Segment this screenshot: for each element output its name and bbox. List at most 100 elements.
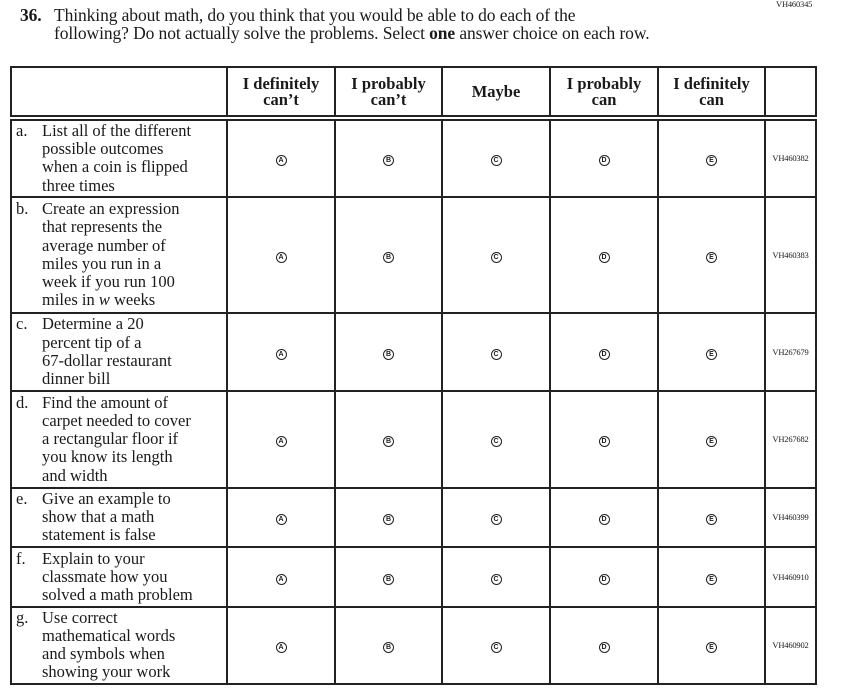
answer-bubble-c[interactable]: C [490,348,502,360]
table-row: a. List all of the different possible outc… [10,117,817,198]
item-code: VH460382 [764,117,817,198]
table-row: d. Find the amount of carpet needed to cov… [10,389,817,489]
answer-bubble-b[interactable]: B [383,573,394,585]
answer-bubble-a[interactable]: A [275,642,287,654]
table-row: b. Create an expression that represents th… [10,195,817,314]
option-cell: D [549,311,659,392]
option-cell: B [334,117,443,198]
row-text-line: List all of the different [42,121,192,140]
option-cell: D [549,545,659,608]
answer-bubble-d[interactable]: D [598,251,610,263]
column-header-line2: can [591,89,617,109]
answer-bubble-c[interactable]: C [490,573,502,585]
column-header-line1: I definitely [673,73,750,93]
answer-bubble-a[interactable]: A [275,155,287,167]
row-description: c. Determine a 20 percent tip of a 67-dolla… [10,311,228,392]
answer-bubble-b[interactable]: B [383,436,394,448]
option-cell: A [226,486,336,548]
item-code: VH460383 [764,195,817,314]
row-text-line: miles you run in a [42,253,162,273]
column-header: I definitely can’t [226,66,336,121]
answer-bubble-e[interactable]: E [706,436,717,448]
answer-bubble-c[interactable]: C [490,642,502,654]
answer-bubble-b[interactable]: B [383,155,394,167]
option-cell: E [657,195,766,314]
row-label: b. [16,199,29,219]
row-text-line: and width [42,465,108,485]
row-description: e. Give an example to show that a math stat… [10,486,228,548]
answer-bubble-c[interactable]: C [490,155,502,167]
option-cell: A [226,605,336,685]
item-code: VH267682 [764,389,817,489]
row-text-line: and symbols when [42,644,165,664]
option-cell: C [441,605,551,685]
option-cell: A [226,545,336,608]
column-header: I definitely can [657,66,766,121]
answer-bubble-e[interactable]: E [706,251,717,263]
row-text-line: statement is false [42,525,156,545]
row-text-line: classmate how you [42,566,168,586]
row-text-line: mathematical words [42,626,176,646]
answer-bubble-b[interactable]: B [383,251,394,263]
row-description: f. Explain to your classmate how you solved… [10,545,228,608]
answer-bubble-d[interactable]: D [598,642,610,654]
item-code: VH460910 [764,545,817,608]
question-line-2: following? Do not actually solve the pro… [54,23,430,43]
column-header: I probably can’t [334,66,443,121]
answer-bubble-d[interactable]: D [598,436,610,448]
answer-bubble-d[interactable]: D [598,514,610,526]
answer-bubble-e[interactable]: E [706,642,717,654]
row-text-line: a rectangular floor if [42,429,179,449]
row-label: c. [16,314,28,334]
answer-bubble-e[interactable]: E [706,348,717,360]
row-text-line: you know its length [42,447,173,467]
option-cell: B [334,195,443,314]
option-cell: C [441,389,551,489]
item-code: VH267679 [764,311,817,392]
row-description: a. List all of the different possible outc… [10,117,228,198]
answer-bubble-c[interactable]: C [490,436,502,448]
row-text-line: show that a math [42,507,155,527]
answer-bubble-b[interactable]: B [383,642,394,654]
row-text-line: average number of [42,235,166,255]
header-code-blank [764,66,817,121]
answer-bubble-a[interactable]: A [275,251,287,263]
answer-bubble-d[interactable]: D [598,155,610,167]
answer-bubble-b[interactable]: B [383,348,394,360]
answer-bubble-c[interactable]: C [490,514,502,526]
question-line-1: Thinking about math, do you think that y… [54,5,576,25]
option-cell: B [334,311,443,392]
item-code: VH460399 [764,486,817,548]
row-description: d. Find the amount of carpet needed to cov… [10,389,228,489]
question-number: 36. [20,5,42,25]
row-text: miles in [42,290,99,310]
column-header-line1: I probably [351,73,426,93]
answer-bubble-d[interactable]: D [598,348,610,360]
row-text-line: dinner bill [42,369,111,389]
row-text-line: Give an example to [42,489,171,508]
row-text-line: Determine a 20 [42,314,144,334]
answer-bubble-a[interactable]: A [275,348,287,360]
option-cell: C [441,195,551,314]
answer-bubble-e[interactable]: E [706,514,717,526]
answer-bubble-d[interactable]: D [598,573,610,585]
answer-bubble-b[interactable]: B [383,514,394,526]
answer-bubble-a[interactable]: A [275,436,287,448]
row-label: e. [16,489,28,508]
answer-grid: I definitely can’t I probably can’t Maybe I p… [10,66,817,685]
column-header: Maybe [441,66,551,121]
answer-bubble-a[interactable]: A [275,514,287,526]
table-row: e. Give an example to show that a math stat… [10,486,817,548]
answer-bubble-e[interactable]: E [706,573,717,585]
option-cell: D [549,195,659,314]
option-cell: D [549,117,659,198]
answer-bubble-a[interactable]: A [275,573,287,585]
answer-bubble-e[interactable]: E [706,155,717,167]
row-text-line: three times [42,175,115,195]
row-text-line: when a coin is flipped [42,157,188,177]
answer-bubble-c[interactable]: C [490,251,502,263]
row-text-line: week if you run 100 [42,272,175,292]
header-row: I definitely can’t I probably can’t Maybe I p… [10,66,817,121]
option-cell: A [226,117,336,198]
row-description: g. Use correct mathematical words and symbo… [10,605,228,685]
